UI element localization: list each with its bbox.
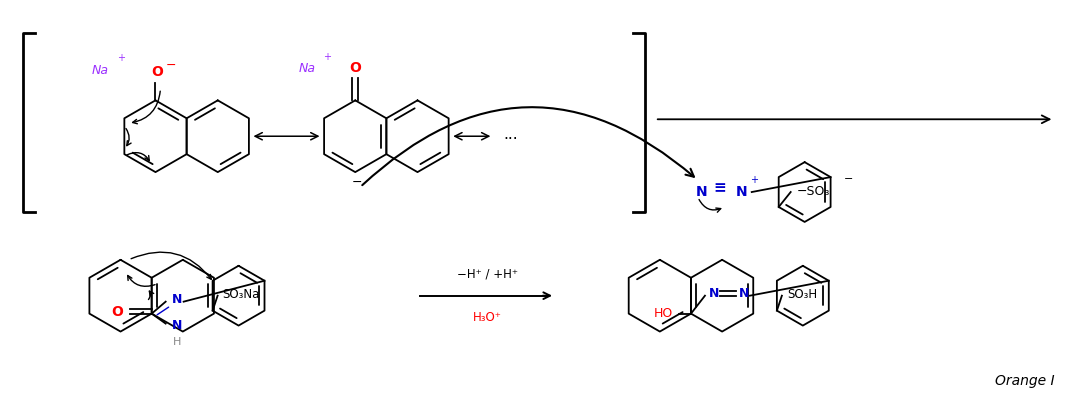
Text: −H⁺ / +H⁺: −H⁺ / +H⁺	[457, 267, 518, 280]
Text: Orange I: Orange I	[995, 375, 1054, 388]
Text: N: N	[709, 287, 719, 300]
Text: +: +	[117, 53, 124, 63]
Text: O: O	[349, 61, 361, 76]
Text: O: O	[152, 65, 164, 80]
Text: H: H	[172, 337, 181, 347]
Text: N: N	[739, 287, 749, 300]
Text: −: −	[165, 59, 176, 72]
Text: N: N	[696, 185, 708, 199]
Text: −SO₃: −SO₃	[797, 185, 830, 198]
Text: N: N	[171, 319, 182, 332]
Text: Na: Na	[299, 62, 316, 75]
Text: −: −	[844, 174, 853, 184]
Text: SO₃Na: SO₃Na	[223, 288, 260, 301]
Text: N: N	[171, 293, 182, 306]
Text: H₃O⁺: H₃O⁺	[473, 311, 502, 324]
Text: +: +	[323, 51, 331, 61]
Text: −: −	[352, 176, 362, 189]
Text: +: +	[750, 175, 757, 185]
Text: HO: HO	[653, 307, 673, 320]
Text: N: N	[736, 185, 748, 199]
Text: Na: Na	[92, 64, 109, 77]
Text: ≡: ≡	[713, 181, 726, 196]
Text: O: O	[110, 305, 123, 319]
Text: ...: ...	[503, 127, 517, 142]
Text: SO₃H: SO₃H	[787, 288, 817, 301]
